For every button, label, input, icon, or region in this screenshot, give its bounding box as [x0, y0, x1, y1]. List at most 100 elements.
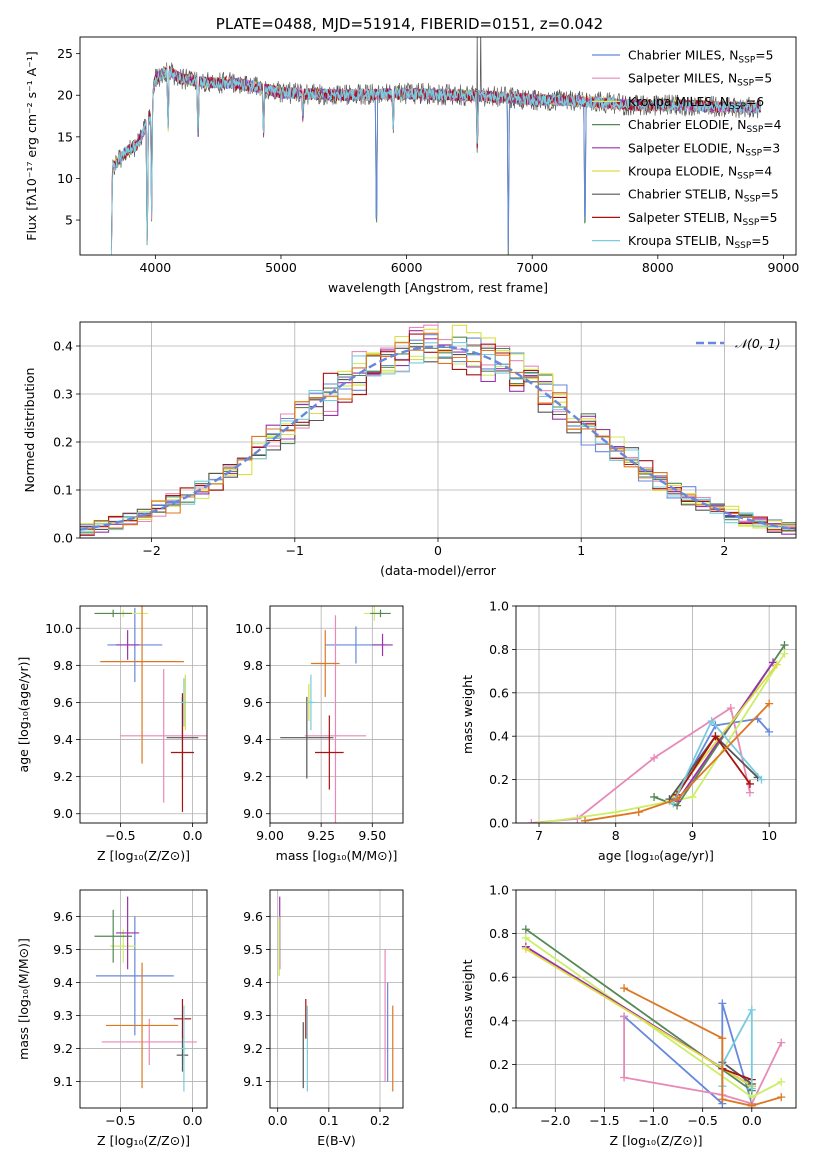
legend-label: Kroupa ELODIE, N — [628, 165, 737, 179]
legend-suffix: =5 — [755, 49, 773, 63]
x-axis-label: mass [log₁₀(M/M⊙)] — [276, 848, 398, 863]
legend-entry: Kroupa ELODIE, NSSP=4 — [628, 165, 772, 182]
y-tick-label: 20 — [57, 88, 73, 103]
legend-suffix: =6 — [746, 95, 764, 109]
point-marker — [718, 999, 727, 1008]
y-tick-label: 9.4 — [53, 975, 73, 990]
x-tick-label: 10 — [761, 828, 777, 843]
x-tick-label: 4000 — [139, 260, 171, 275]
legend-entry: Chabrier ELODIE, NSSP=4 — [628, 118, 782, 135]
axes-frame — [269, 889, 404, 1109]
point-marker — [527, 819, 536, 823]
series-path — [584, 702, 770, 822]
x-axis-label: age [log₁₀(age/yr)] — [598, 848, 714, 863]
y-tick-label: 9.2 — [243, 769, 263, 784]
axes-frame — [79, 605, 208, 824]
point-marker — [777, 1077, 786, 1086]
x-axis-label: Z [log₁₀(Z/Z⊙)] — [97, 848, 190, 863]
y-tick-label: 9.3 — [243, 1008, 263, 1023]
legend-label: Salpeter STELIB, N — [628, 211, 743, 225]
x-tick-label: 0.0 — [742, 1113, 762, 1128]
error-bar-point — [116, 630, 140, 660]
error-bar-point — [94, 909, 132, 963]
legend-subscript: SSP — [737, 172, 754, 182]
legend-label: Salpeter MILES, N — [628, 72, 737, 86]
y-tick-label: 0.4 — [53, 339, 73, 354]
plot-area — [110, 37, 762, 255]
axes-frame — [269, 605, 404, 824]
x-axis-label: Z [log₁₀(Z/Z⊙)] — [610, 1133, 703, 1148]
plot-area — [278, 896, 394, 1092]
y-tick-label: 0.3 — [53, 387, 73, 402]
legend-entry: Salpeter ELODIE, NSSP=3 — [628, 141, 780, 158]
panel-age-vs-Z: −0.5 0.0 9.0 9.2 9.4 9.6 9.8 10.0 Z [log₁₀(Z/Z⊙)… — [16, 605, 208, 863]
normal-curve — [80, 345, 796, 531]
legend-entry: Chabrier MILES, NSSP=5 — [628, 49, 773, 66]
x-tick-label: 5000 — [265, 260, 297, 275]
error-bar-point — [280, 696, 334, 779]
legend-label: Chabrier MILES, N — [628, 49, 738, 63]
y-tick-label: 9.5 — [243, 942, 263, 957]
point-marker — [673, 795, 682, 804]
point-marker — [718, 1034, 727, 1043]
error-bar-point — [176, 1038, 189, 1072]
y-tick-label: 0.2 — [53, 435, 73, 450]
legend-entry: Kroupa MILES, NSSP=6 — [628, 95, 764, 112]
y-tick-label: 9.3 — [53, 1008, 73, 1023]
y-tick-label: 0.0 — [53, 531, 73, 546]
panel-residuals: −2 −1 0 1 2 0.0 0.1 0.2 0.3 0.4 (data-model)/error… — [22, 321, 797, 578]
legend-suffix: =5 — [759, 211, 777, 225]
point-marker — [521, 933, 530, 942]
point-marker — [650, 792, 659, 801]
panel-mass-weight-vs-age: 7 8 9 10 0.0 0.2 0.4 0.6 0.8 1.0 age [log₁₀(age/yr… — [460, 599, 797, 863]
series-path — [538, 653, 786, 823]
y-axis-label: mass weight — [460, 675, 475, 754]
legend-subscript: SSP — [743, 218, 760, 228]
point-marker — [581, 816, 590, 823]
y-tick-label: 9.2 — [53, 769, 73, 784]
series-line — [581, 699, 774, 823]
legend-subscript: SSP — [738, 56, 755, 66]
error-bar-point — [181, 1005, 187, 1092]
legend-subscript: SSP — [737, 79, 754, 89]
legend-entry: Salpeter MILES, NSSP=5 — [628, 72, 772, 89]
legend-subscript: SSP — [729, 102, 746, 112]
error-bar-point — [120, 669, 207, 803]
x-tick-label: 0.1 — [319, 1113, 339, 1128]
y-axis-label: mass weight — [460, 959, 475, 1038]
x-tick-label: 0.0 — [268, 1113, 288, 1128]
point-marker — [780, 649, 789, 658]
y-axis-label: Normed distribution — [22, 368, 37, 493]
point-marker — [521, 944, 530, 953]
plot-area — [94, 606, 207, 812]
error-bar-point — [370, 609, 391, 618]
x-tick-label: 7000 — [516, 260, 548, 275]
point-marker — [747, 1005, 756, 1014]
y-axis-label: mass [log₁₀(M/M⊙)] — [16, 938, 31, 1060]
y-tick-label: 9.6 — [243, 909, 263, 924]
axes-frame — [515, 889, 797, 1109]
point-marker — [780, 641, 789, 650]
series-line — [521, 933, 786, 1102]
plot-area — [280, 606, 393, 823]
series-path — [721, 1061, 753, 1085]
y-tick-label: 9.0 — [53, 806, 73, 821]
y-tick-label: 0.1 — [53, 483, 73, 498]
x-tick-label: −2.0 — [540, 1113, 570, 1128]
y-tick-label: 9.4 — [53, 732, 73, 747]
error-bar-point — [310, 630, 340, 697]
legend-label: Chabrier STELIB, N — [628, 188, 744, 202]
y-tick-label: 0.8 — [489, 926, 509, 941]
legend-suffix: =4 — [763, 118, 781, 132]
error-bar-point — [105, 962, 179, 1089]
x-tick-label: 9000 — [768, 260, 800, 275]
series-line — [669, 717, 766, 808]
gridlines — [80, 606, 207, 823]
y-tick-label: 15 — [57, 129, 73, 144]
legend-suffix: =5 — [754, 72, 772, 86]
y-tick-label: 0.2 — [489, 772, 509, 787]
x-tick-label: 2 — [720, 543, 728, 558]
gridlines — [80, 890, 207, 1108]
x-tick-label: −0.5 — [105, 828, 135, 843]
x-tick-label: −0.5 — [687, 1113, 717, 1128]
